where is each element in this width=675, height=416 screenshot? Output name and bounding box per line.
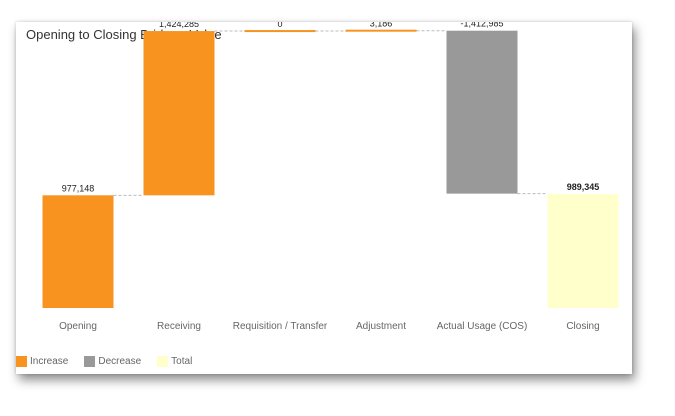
waterfall-chart: 977,148 Opening 1,424,285 Receiving 0 Requisi…	[42, 22, 619, 332]
legend-item-increase[interactable]: Increase	[16, 356, 68, 367]
legend-label-decrease: Decrease	[98, 356, 142, 367]
legend-item-decrease[interactable]: Decrease	[84, 356, 141, 367]
chart-legend: Increase Decrease Total	[16, 356, 208, 367]
chart-card: Opening to Closing Bridge - Value 977,14…	[16, 22, 632, 374]
data-label: 3,186	[370, 22, 393, 29]
legend-label-total: Total	[171, 356, 193, 367]
category-label: Adjustment	[356, 321, 406, 332]
bar-opening[interactable]	[42, 195, 114, 308]
legend-swatch-total	[157, 356, 169, 367]
data-label: 989,345	[567, 182, 600, 192]
data-label: -1,412,985	[460, 22, 503, 29]
legend-label-increase: Increase	[30, 356, 69, 367]
legend-item-total[interactable]: Total	[157, 356, 192, 367]
data-label: 0	[277, 22, 282, 29]
data-label: 1,424,285	[159, 22, 199, 29]
category-label: Closing	[566, 321, 599, 332]
data-label: 977,148	[62, 183, 95, 193]
bar-adjustment[interactable]	[345, 29, 417, 32]
category-label: Requisition / Transfer	[233, 321, 328, 332]
bar-requisition-transfer[interactable]	[244, 30, 316, 33]
bar-closing[interactable]	[547, 193, 619, 308]
bar-receiving[interactable]	[143, 31, 215, 196]
legend-swatch-decrease	[84, 356, 96, 367]
legend-swatch-increase	[16, 356, 27, 367]
bar-actual-usage-cos[interactable]	[446, 30, 518, 194]
category-label: Opening	[59, 321, 97, 332]
category-label: Receiving	[157, 321, 201, 332]
category-label: Actual Usage (COS)	[437, 321, 528, 332]
